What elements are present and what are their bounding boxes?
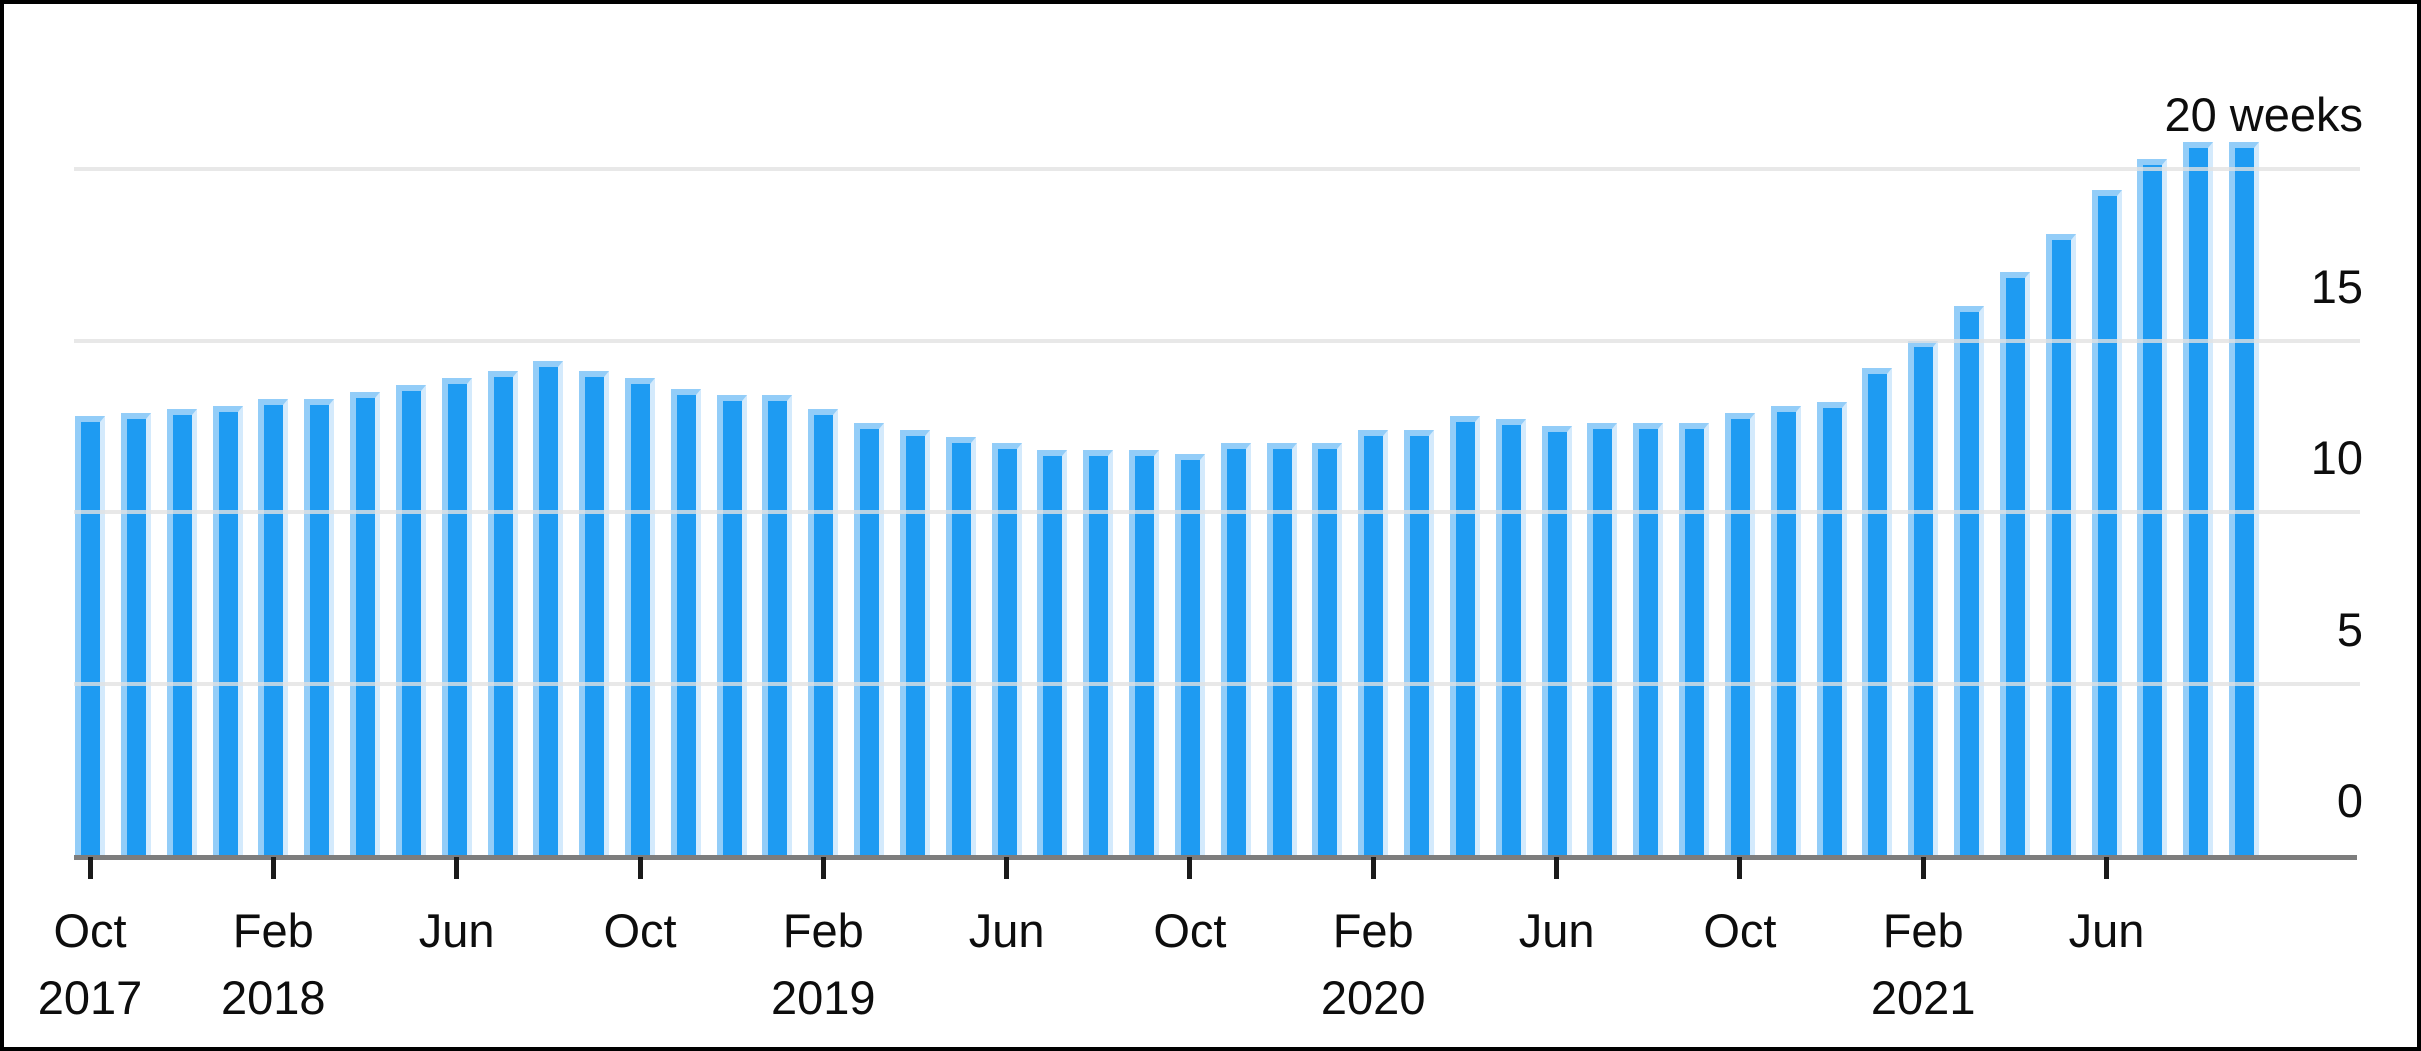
x-axis-tick bbox=[1004, 857, 1010, 879]
bar bbox=[1404, 429, 1435, 855]
bar bbox=[2045, 234, 2076, 855]
bar bbox=[1908, 340, 1939, 855]
bar bbox=[2091, 189, 2122, 855]
bar bbox=[762, 395, 793, 855]
x-axis-year-label: 2021 bbox=[1870, 971, 1976, 1024]
gridline bbox=[74, 681, 2360, 686]
bar bbox=[1174, 453, 1205, 855]
gridline bbox=[74, 338, 2360, 343]
bar bbox=[808, 409, 839, 855]
bar bbox=[1954, 306, 1984, 855]
x-axis-tick bbox=[1737, 857, 1743, 879]
bar bbox=[120, 412, 151, 855]
x-axis-year-label: 2018 bbox=[221, 971, 326, 1024]
bar bbox=[258, 398, 289, 855]
x-axis-tick bbox=[1370, 857, 1376, 879]
x-axis-year-label: 2020 bbox=[1320, 971, 1426, 1024]
x-axis-month-label: Oct bbox=[603, 904, 677, 957]
x-axis-month-label: Oct bbox=[1703, 904, 1777, 957]
x-axis-year-label: 2019 bbox=[771, 971, 876, 1024]
x-axis-month-label: Jun bbox=[968, 904, 1045, 957]
bar bbox=[350, 392, 380, 855]
bar bbox=[945, 436, 976, 855]
x-axis-month-label: Jun bbox=[1518, 904, 1595, 957]
x-axis-tick bbox=[1920, 857, 1926, 879]
bar bbox=[533, 361, 564, 855]
bar bbox=[212, 405, 243, 855]
gridline bbox=[74, 510, 2360, 514]
bar bbox=[1633, 422, 1664, 855]
bar bbox=[1449, 416, 1480, 855]
bar bbox=[487, 371, 518, 855]
y-axis-tick-label: 20 weeks bbox=[2164, 88, 2363, 141]
bar bbox=[166, 409, 197, 855]
bar bbox=[75, 416, 105, 855]
x-axis-tick bbox=[1554, 857, 1560, 879]
bar bbox=[1999, 271, 2030, 855]
x-axis-tick bbox=[270, 857, 276, 879]
x-axis-tick bbox=[1187, 857, 1193, 879]
y-axis-tick-label: 15 bbox=[2310, 259, 2363, 313]
bar bbox=[1495, 419, 1526, 855]
gridline bbox=[74, 167, 2360, 171]
x-axis-tick bbox=[87, 857, 93, 879]
x-axis-month-label: Feb bbox=[782, 904, 864, 957]
x-axis-month-label: Oct bbox=[53, 904, 127, 957]
bar bbox=[854, 422, 885, 855]
bar bbox=[441, 378, 472, 855]
x-axis-tick bbox=[2104, 857, 2109, 879]
y-axis-tick-label: 10 bbox=[2310, 431, 2363, 484]
bar bbox=[1220, 443, 1251, 855]
bar bbox=[625, 378, 655, 855]
x-axis-baseline bbox=[74, 855, 2357, 860]
bar bbox=[1358, 429, 1389, 855]
bar bbox=[1679, 422, 1709, 855]
x-axis-month-label: Jun bbox=[418, 904, 495, 957]
bar bbox=[304, 398, 335, 855]
x-axis-month-label: Oct bbox=[1153, 904, 1227, 957]
bar bbox=[1129, 450, 1160, 855]
x-axis-tick bbox=[454, 857, 460, 879]
x-axis-month-label: Feb bbox=[1882, 904, 1964, 957]
bar bbox=[716, 395, 747, 855]
bar bbox=[670, 388, 701, 855]
bar bbox=[1862, 367, 1893, 855]
x-axis-month-label: Jun bbox=[2068, 904, 2145, 957]
x-axis-month-label: Feb bbox=[1332, 904, 1414, 957]
y-axis-tick-label: 5 bbox=[2336, 602, 2363, 656]
bar bbox=[1266, 443, 1297, 855]
bar bbox=[2183, 141, 2214, 855]
bar bbox=[1312, 443, 1343, 855]
bar bbox=[395, 385, 426, 855]
bar bbox=[579, 371, 610, 855]
bar bbox=[991, 443, 1022, 855]
bar bbox=[2229, 141, 2259, 855]
bar bbox=[1541, 426, 1572, 855]
x-axis-year-label: 2017 bbox=[37, 971, 143, 1024]
bar bbox=[2137, 158, 2168, 855]
x-axis-month-label: Feb bbox=[232, 904, 314, 957]
bar bbox=[1587, 422, 1618, 855]
bar bbox=[1037, 450, 1068, 855]
bar bbox=[1816, 402, 1847, 855]
bar bbox=[899, 429, 930, 855]
y-axis-tick-label: 0 bbox=[2336, 774, 2363, 827]
x-axis-tick bbox=[637, 857, 643, 879]
x-axis-tick bbox=[820, 857, 826, 879]
bar bbox=[1724, 412, 1755, 855]
bar bbox=[1770, 405, 1801, 855]
bar bbox=[1083, 450, 1114, 855]
